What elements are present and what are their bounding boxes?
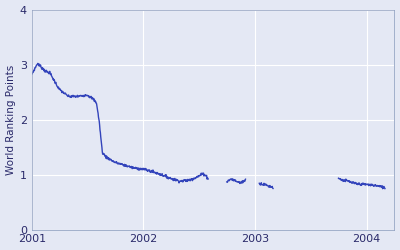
- Y-axis label: World Ranking Points: World Ranking Points: [6, 64, 16, 175]
